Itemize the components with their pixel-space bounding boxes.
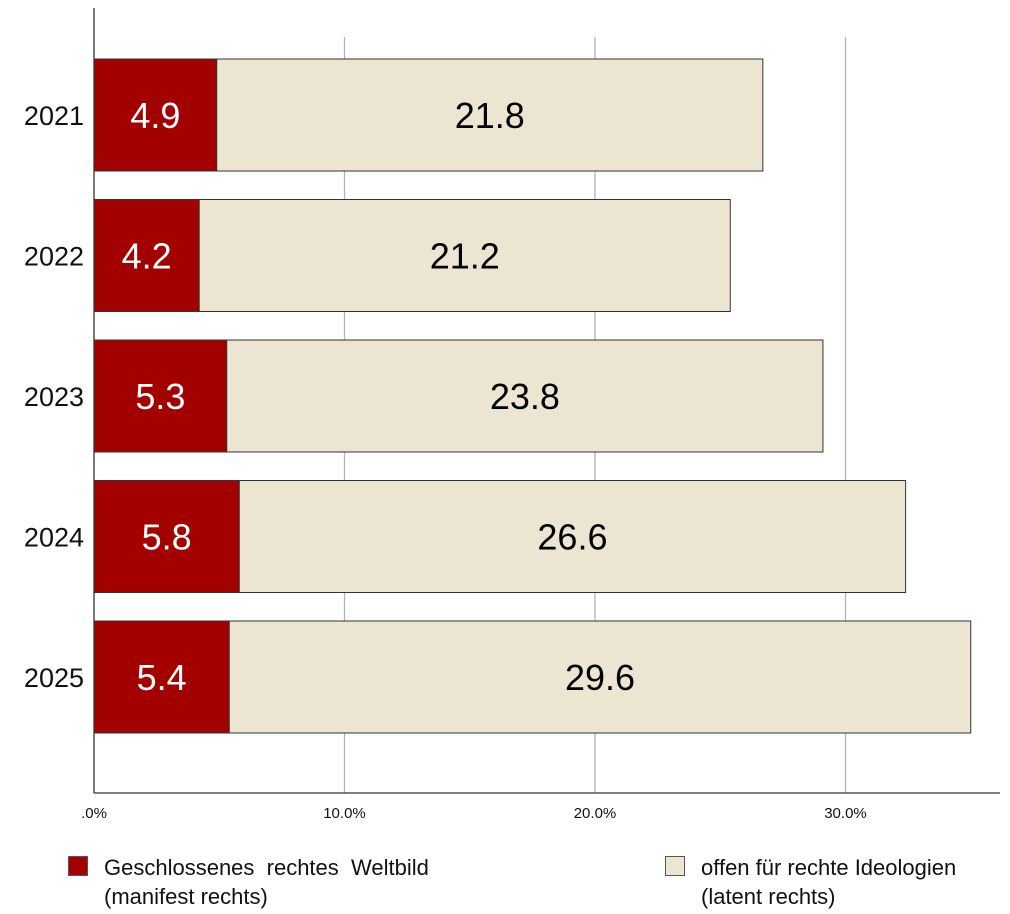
axes <box>93 8 1000 794</box>
legend-swatch-manifest <box>68 856 88 876</box>
data-label-2025-series-1: 29.6 <box>565 657 635 698</box>
data-label-2022-series-1: 21.2 <box>430 236 500 277</box>
y-tick-label-2022: 2022 <box>24 242 84 272</box>
bar-2023-series-1 <box>226 339 824 453</box>
data-label-2022-series-0: 4.2 <box>122 236 172 277</box>
y-tick-label-2024: 2024 <box>24 523 84 553</box>
bar-2021-series-0 <box>93 58 218 172</box>
x-tick-label-30: 30.0% <box>824 805 867 822</box>
bar-2024-series-0 <box>93 480 240 593</box>
legend-item-latent: offen für rechte Ideologien (latent rech… <box>665 853 956 911</box>
data-labels: 4.9 21.8 4.2 21.2 5.3 23.8 5.8 26.6 5.4 29.6 <box>122 95 635 698</box>
y-tick-label-2023: 2023 <box>24 382 84 412</box>
legend-label-manifest: Geschlossenes rechtes Weltbild (manifest… <box>104 853 429 911</box>
bar-2022-series-0 <box>93 199 200 312</box>
data-label-2023-series-0: 5.3 <box>135 376 185 417</box>
data-label-2023-series-1: 23.8 <box>490 376 560 417</box>
legend-swatch-latent <box>665 856 685 876</box>
legend-label-latent-line1: offen für rechte Ideologien <box>701 855 957 880</box>
bar-2023-series-0 <box>93 339 228 453</box>
legend-label-manifest-line2: (manifest rechts) <box>104 884 268 909</box>
x-tick-label-20: 20.0% <box>574 805 617 822</box>
bars <box>93 58 972 734</box>
legend-label-latent: offen für rechte Ideologien (latent rech… <box>701 853 956 911</box>
stacked-bar-chart: 4.9 21.8 4.2 21.2 5.3 23.8 5.8 26.6 5.4 29.6 2021… <box>24 8 1000 822</box>
x-tick-label-0: .0% <box>81 805 107 822</box>
data-label-2021-series-1: 21.8 <box>455 95 525 136</box>
data-label-2024-series-1: 26.6 <box>537 517 607 558</box>
legend-label-latent-line2: (latent rechts) <box>701 884 836 909</box>
legend-label-manifest-line1: Geschlossenes rechtes Weltbild <box>104 855 429 880</box>
legend-item-manifest: Geschlossenes rechtes Weltbild (manifest… <box>68 853 429 911</box>
bar-2021-series-1 <box>216 58 764 172</box>
bar-2022-series-1 <box>198 199 731 312</box>
y-tick-label-2025: 2025 <box>24 663 84 693</box>
bar-2025-series-1 <box>228 620 972 734</box>
data-label-2024-series-0: 5.8 <box>142 517 192 558</box>
y-tick-label-2021: 2021 <box>24 101 84 131</box>
tick-labels: 2021 2022 2023 2024 2025 .0% 10.0% 20.0% 30.0% <box>24 101 867 822</box>
data-label-2025-series-0: 5.4 <box>137 657 187 698</box>
data-label-2021-series-0: 4.9 <box>130 95 180 136</box>
bar-2024-series-1 <box>238 480 907 593</box>
x-tick-label-10: 10.0% <box>323 805 366 822</box>
